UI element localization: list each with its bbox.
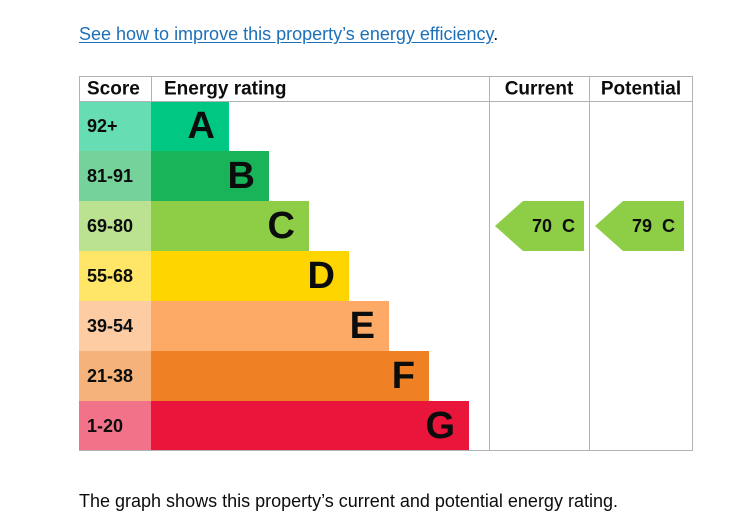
score-cell-c [79, 201, 151, 251]
score-cell-g [79, 401, 151, 451]
score-label-e: 39-54 [87, 316, 133, 336]
improve-efficiency-line: See how to improve this property’s energ… [79, 22, 498, 46]
score-cell-a [79, 101, 151, 151]
rating-bar-d [151, 251, 349, 301]
improve-efficiency-period: . [493, 24, 499, 44]
score-cell-e [79, 301, 151, 351]
rating-letter-d: D [308, 255, 335, 297]
rating-letter-a: A [188, 105, 215, 147]
rating-letter-e: E [350, 305, 375, 347]
graph-description: The graph shows this property’s current … [79, 491, 618, 511]
score-label-f: 21-38 [87, 366, 133, 386]
score-cell-f [79, 351, 151, 401]
rating-bar-c [151, 201, 309, 251]
rating-bar-a [151, 101, 229, 151]
header-energy-rating: Energy rating [164, 79, 286, 100]
score-cell-d [79, 251, 151, 301]
score-label-a: 92+ [87, 116, 118, 136]
current-rating-label: 70 C [532, 216, 575, 236]
potential-rating-label: 79 C [632, 216, 675, 236]
header-current: Current [505, 79, 574, 100]
rating-letter-b: B [228, 155, 255, 197]
potential-arrow [595, 201, 684, 251]
score-label-g: 1-20 [87, 416, 123, 436]
score-label-d: 55-68 [87, 266, 133, 286]
header-potential: Potential [601, 79, 681, 100]
improve-efficiency-link[interactable]: See how to improve this property’s energ… [79, 24, 494, 44]
rating-bar-b [151, 151, 269, 201]
rating-bar-e [151, 301, 389, 351]
rating-letter-f: F [392, 355, 415, 397]
score-cell-b [79, 151, 151, 201]
score-label-b: 81-91 [87, 166, 133, 186]
rating-bar-f [151, 351, 429, 401]
rating-letter-c: C [268, 205, 295, 247]
rating-bar-g [151, 401, 469, 451]
score-label-c: 69-80 [87, 216, 133, 236]
current-arrow [495, 201, 584, 251]
rating-letter-g: G [425, 405, 455, 447]
header-score: Score [87, 79, 140, 100]
